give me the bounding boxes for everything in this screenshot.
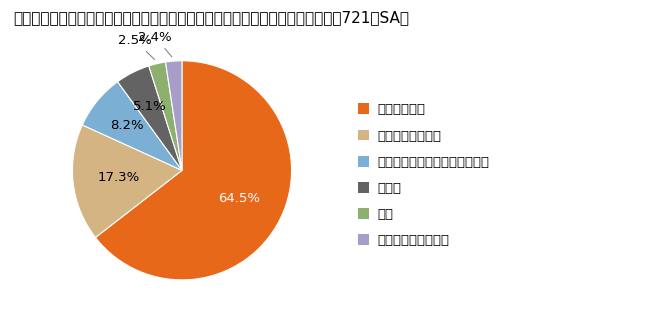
Text: 2.4%: 2.4% (138, 31, 172, 57)
Text: 事業を承継する前の、会社から見てご自身の立場はどういったものですか（ｎ＝721、SA）: 事業を承継する前の、会社から見てご自身の立場はどういったものですか（ｎ＝721、… (13, 10, 409, 25)
Text: 5.1%: 5.1% (133, 100, 167, 113)
Wedge shape (118, 66, 182, 170)
Legend: 従業員・役員, それ以外の第三者, 当時の会社経営者の知人・友人, 取引先, 顧客, 第三者の企業買収者: 従業員・役員, それ以外の第三者, 当時の会社経営者の知人・友人, 取引先, 顧… (358, 103, 489, 247)
Text: 2.5%: 2.5% (118, 34, 155, 59)
Wedge shape (96, 61, 292, 280)
Wedge shape (149, 62, 182, 170)
Wedge shape (166, 61, 182, 170)
Text: 8.2%: 8.2% (110, 119, 144, 132)
Wedge shape (72, 125, 182, 237)
Text: 64.5%: 64.5% (218, 192, 260, 205)
Wedge shape (83, 82, 182, 170)
Text: 17.3%: 17.3% (98, 171, 140, 184)
